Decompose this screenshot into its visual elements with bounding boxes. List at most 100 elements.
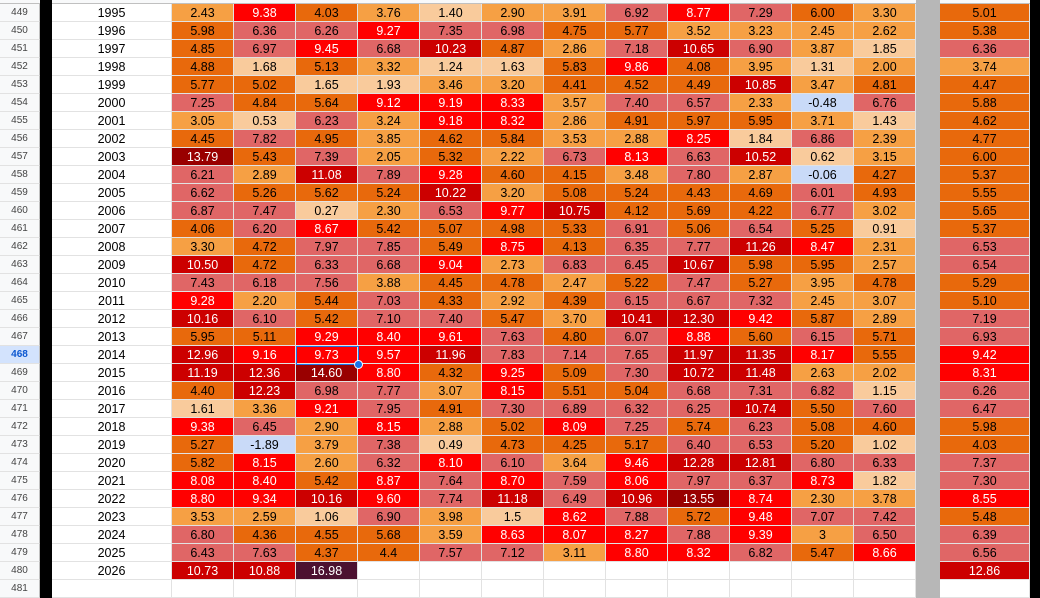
average-cell[interactable]: 6.36 <box>940 40 1030 58</box>
value-cell[interactable]: 6.91 <box>606 220 668 238</box>
value-cell[interactable]: 6.90 <box>358 508 420 526</box>
value-cell[interactable]: 9.61 <box>420 328 482 346</box>
value-cell[interactable]: 7.47 <box>668 274 730 292</box>
value-cell[interactable]: 6.18 <box>234 274 296 292</box>
value-cell[interactable]: 4.25 <box>544 436 606 454</box>
value-cell[interactable]: 8.15 <box>482 382 544 400</box>
value-cell[interactable]: 5.98 <box>172 22 234 40</box>
value-cell[interactable]: 1.65 <box>296 76 358 94</box>
value-cell[interactable]: 3.53 <box>172 508 234 526</box>
value-cell[interactable]: 5.95 <box>792 256 854 274</box>
value-cell[interactable]: 7.32 <box>730 292 792 310</box>
value-cell[interactable]: 6.45 <box>234 418 296 436</box>
value-cell[interactable]: 8.75 <box>482 238 544 256</box>
value-cell[interactable]: 7.39 <box>296 148 358 166</box>
value-cell[interactable]: 1.93 <box>358 76 420 94</box>
value-cell[interactable]: 4.12 <box>606 202 668 220</box>
value-cell[interactable]: 3.24 <box>358 112 420 130</box>
value-cell[interactable]: 3.70 <box>544 310 606 328</box>
value-cell[interactable]: 6.33 <box>854 454 916 472</box>
value-cell[interactable]: 8.40 <box>358 328 420 346</box>
value-cell[interactable]: 2.62 <box>854 22 916 40</box>
value-cell[interactable]: 8.73 <box>792 472 854 490</box>
value-cell[interactable]: 7.63 <box>234 544 296 562</box>
value-cell[interactable]: 7.85 <box>358 238 420 256</box>
value-cell[interactable]: 5.06 <box>668 220 730 238</box>
value-cell[interactable]: 3.46 <box>420 76 482 94</box>
value-cell[interactable]: 5.71 <box>854 328 916 346</box>
value-cell[interactable]: 2.90 <box>296 418 358 436</box>
value-cell[interactable]: 3.20 <box>482 184 544 202</box>
value-cell[interactable]: 5.98 <box>730 256 792 274</box>
value-cell[interactable]: 5.69 <box>668 202 730 220</box>
value-cell[interactable]: 4.15 <box>544 166 606 184</box>
value-cell[interactable]: 4.95 <box>296 130 358 148</box>
value-cell[interactable]: 3.05 <box>172 112 234 130</box>
value-cell[interactable] <box>854 562 916 580</box>
average-cell[interactable]: 5.55 <box>940 184 1030 202</box>
row-number[interactable]: 472 <box>0 418 40 436</box>
value-cell[interactable]: 11.19 <box>172 364 234 382</box>
value-cell[interactable]: 7.65 <box>606 346 668 364</box>
value-cell[interactable]: 10.65 <box>668 40 730 58</box>
value-cell[interactable]: -0.48 <box>792 94 854 112</box>
value-cell[interactable]: 5.42 <box>358 220 420 238</box>
value-cell[interactable]: 5.44 <box>296 292 358 310</box>
year-cell[interactable]: 2020 <box>52 454 172 472</box>
value-cell[interactable]: 3.76 <box>358 4 420 22</box>
value-cell[interactable]: 5.72 <box>668 508 730 526</box>
value-cell[interactable]: 12.36 <box>234 364 296 382</box>
value-cell[interactable]: 10.16 <box>296 490 358 508</box>
value-cell[interactable]: 4.55 <box>296 526 358 544</box>
value-cell[interactable]: 12.30 <box>668 310 730 328</box>
value-cell[interactable]: 6.67 <box>668 292 730 310</box>
value-cell[interactable]: 6.20 <box>234 220 296 238</box>
value-cell[interactable]: 2.45 <box>792 22 854 40</box>
value-cell[interactable]: 10.23 <box>420 40 482 58</box>
value-cell[interactable]: 4.06 <box>172 220 234 238</box>
value-cell[interactable]: 9.16 <box>234 346 296 364</box>
value-cell[interactable]: 8.67 <box>296 220 358 238</box>
value-cell[interactable]: 4.91 <box>606 112 668 130</box>
value-cell[interactable]: 4.98 <box>482 220 544 238</box>
value-cell[interactable]: 8.40 <box>234 472 296 490</box>
value-cell[interactable]: 2.89 <box>234 166 296 184</box>
value-cell[interactable]: 7.25 <box>606 418 668 436</box>
value-cell[interactable]: 7.63 <box>482 328 544 346</box>
value-cell[interactable]: 5.95 <box>730 112 792 130</box>
value-cell[interactable]: 5.27 <box>730 274 792 292</box>
average-cell[interactable]: 5.38 <box>940 22 1030 40</box>
year-cell[interactable]: 2003 <box>52 148 172 166</box>
year-cell[interactable]: 2026 <box>52 562 172 580</box>
value-cell[interactable]: 13.79 <box>172 148 234 166</box>
value-cell[interactable]: 1.02 <box>854 436 916 454</box>
value-cell[interactable]: 9.42 <box>730 310 792 328</box>
value-cell[interactable]: 5.49 <box>420 238 482 256</box>
value-cell[interactable]: 2.87 <box>730 166 792 184</box>
value-cell[interactable]: 0.49 <box>420 436 482 454</box>
value-cell[interactable]: 3.07 <box>420 382 482 400</box>
value-cell[interactable]: 3.15 <box>854 148 916 166</box>
value-cell[interactable]: 5.04 <box>606 382 668 400</box>
value-cell[interactable]: 3.02 <box>854 202 916 220</box>
value-cell[interactable]: 7.57 <box>420 544 482 562</box>
value-cell[interactable]: 3.11 <box>544 544 606 562</box>
value-cell[interactable]: 11.35 <box>730 346 792 364</box>
value-cell[interactable]: 5.33 <box>544 220 606 238</box>
row-number[interactable]: 477 <box>0 508 40 526</box>
value-cell[interactable]: 2.30 <box>358 202 420 220</box>
value-cell[interactable]: 8.09 <box>544 418 606 436</box>
value-cell[interactable]: 5.08 <box>544 184 606 202</box>
year-cell[interactable]: 2018 <box>52 418 172 436</box>
value-cell[interactable]: 6.68 <box>668 382 730 400</box>
value-cell[interactable]: 4.03 <box>296 4 358 22</box>
value-cell[interactable] <box>544 562 606 580</box>
value-cell[interactable]: 5.24 <box>606 184 668 202</box>
value-cell[interactable]: 6.33 <box>296 256 358 274</box>
value-cell[interactable]: 4.72 <box>234 238 296 256</box>
value-cell[interactable] <box>854 580 916 598</box>
value-cell[interactable]: 1.61 <box>172 400 234 418</box>
value-cell[interactable]: 4.81 <box>854 76 916 94</box>
average-cell[interactable]: 7.37 <box>940 454 1030 472</box>
value-cell[interactable]: 10.88 <box>234 562 296 580</box>
